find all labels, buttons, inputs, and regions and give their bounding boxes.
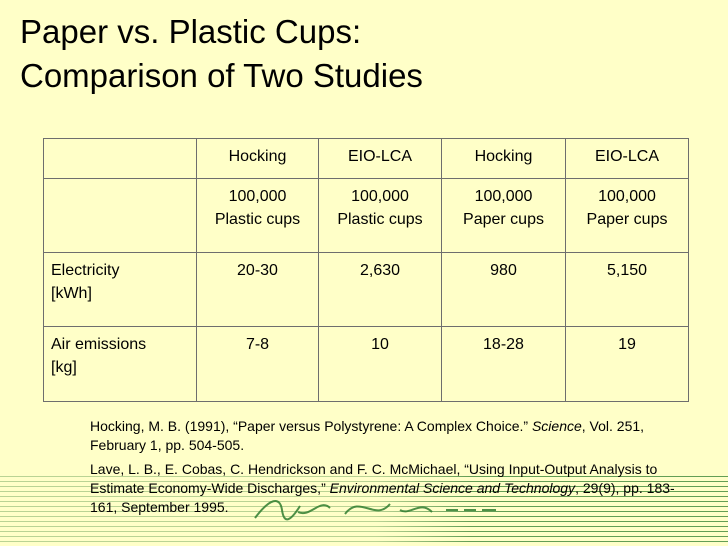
reference-journal: Environmental Science and Technology — [329, 480, 576, 496]
references: Hocking, M. B. (1991), “Paper versus Pol… — [90, 417, 680, 522]
header-quantity: 100,000 — [598, 188, 656, 205]
header-cell-study: EIO-LCA — [565, 138, 689, 179]
header-quantity: 100,000 — [474, 188, 533, 205]
table-cell: 980 — [441, 252, 566, 327]
table-cell: 7-8 — [196, 326, 319, 402]
row-label-unit: [kWh] — [51, 285, 92, 302]
slide-title: Paper vs. Plastic Cups: Comparison of Tw… — [20, 10, 710, 98]
table-header-row-product: 100,000 Plastic cups 100,000 Plastic cup… — [43, 178, 689, 253]
header-product: Plastic cups — [337, 211, 423, 228]
header-cell-study: Hocking — [441, 138, 566, 179]
table-row-electricity: Electricity [kWh] 20-30 2,630 980 5,150 — [43, 252, 689, 327]
header-cell-study: EIO-LCA — [318, 138, 442, 179]
header-cell-study: Hocking — [196, 138, 319, 179]
row-label-name: Air emissions — [51, 336, 147, 353]
reference-text: , 29(9), pp. 183-161, September 1995. — [90, 480, 675, 515]
reference-text: Lave, L. B., E. Cobas, C. Hendrickson an… — [90, 461, 658, 496]
header-cell-empty — [43, 178, 197, 253]
header-product: Plastic cups — [214, 211, 301, 228]
comparison-table: Hocking EIO-LCA Hocking EIO-LCA 100,000 … — [43, 138, 689, 402]
reference-hocking: Hocking, M. B. (1991), “Paper versus Pol… — [90, 417, 680, 455]
header-cell-product: 100,000 Plastic cups — [196, 178, 319, 253]
row-label-electricity: Electricity [kWh] — [43, 252, 197, 327]
table-cell: 20-30 — [196, 252, 319, 327]
header-quantity: 100,000 — [228, 188, 287, 205]
header-cell-product: 100,000 Paper cups — [441, 178, 566, 253]
header-quantity: 100,000 — [351, 188, 409, 205]
reference-lave: Lave, L. B., E. Cobas, C. Hendrickson an… — [90, 460, 680, 517]
header-product: Paper cups — [463, 211, 544, 228]
row-label-name: Electricity — [51, 262, 120, 279]
reference-text: Hocking, M. B. (1991), “Paper versus Pol… — [90, 418, 532, 434]
reference-text: , Vol. 251, February 1, pp. 504-505. — [90, 418, 645, 453]
slide-title-line-1: Paper vs. Plastic Cups: — [20, 13, 362, 50]
header-cell-product: 100,000 Plastic cups — [318, 178, 442, 253]
table-row-air-emissions: Air emissions [kg] 7-8 10 18-28 19 — [43, 326, 689, 402]
table-cell: 5,150 — [565, 252, 689, 327]
reference-journal: Science — [531, 418, 582, 434]
header-cell-empty — [43, 138, 197, 179]
row-label-unit: [kg] — [51, 359, 77, 376]
table-header-row-study: Hocking EIO-LCA Hocking EIO-LCA — [43, 138, 689, 179]
table-cell: 2,630 — [318, 252, 442, 327]
header-product: Paper cups — [586, 211, 668, 228]
table-cell: 10 — [318, 326, 442, 402]
table-cell: 18-28 — [441, 326, 566, 402]
header-cell-product: 100,000 Paper cups — [565, 178, 689, 253]
row-label-air-emissions: Air emissions [kg] — [43, 326, 197, 402]
slide-title-line-2: Comparison of Two Studies — [20, 57, 423, 94]
table-cell: 19 — [565, 326, 689, 402]
